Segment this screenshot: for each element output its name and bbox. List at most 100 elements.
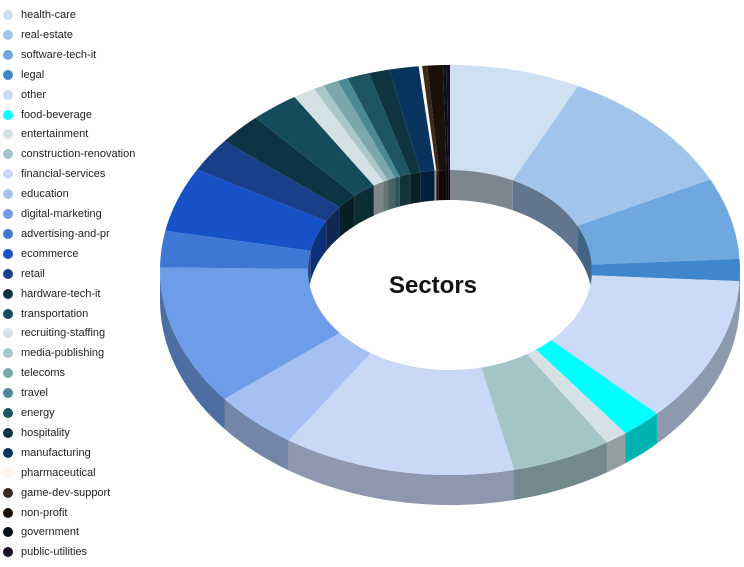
legend-swatch xyxy=(3,328,13,339)
legend-item-financial-services[interactable]: financial-services xyxy=(3,166,105,182)
legend-label: pharmaceutical xyxy=(21,466,96,479)
legend-label: health-care xyxy=(21,9,77,21)
legend-label: hospitality xyxy=(21,426,70,439)
legend-item-manufacturing[interactable]: manufacturing xyxy=(3,445,91,461)
legend-item-hardware-tech-it[interactable]: hardware-tech-it xyxy=(3,286,100,302)
legend-swatch xyxy=(3,288,13,299)
slice-advertising-and-pr[interactable] xyxy=(160,230,311,269)
legend-item-software-tech-it[interactable]: software-tech-it xyxy=(3,47,96,63)
slice-recruiting-staffing[interactable] xyxy=(294,88,384,186)
slice-construction-renovation[interactable] xyxy=(481,354,607,470)
slice-inner-wall-telecoms xyxy=(388,177,396,211)
slice-inner-wall-government xyxy=(446,170,449,201)
legend-swatch xyxy=(3,527,13,538)
slice-media-publishing[interactable] xyxy=(314,85,389,182)
legend-item-hospitality[interactable]: hospitality xyxy=(3,425,70,441)
legend-item-food-beverage[interactable]: food-beverage xyxy=(3,107,92,123)
slice-other[interactable] xyxy=(551,275,740,414)
legend-label: media-publishing xyxy=(21,347,105,360)
legend-swatch xyxy=(3,268,13,279)
slice-telecoms[interactable] xyxy=(323,80,396,181)
legend-label: manufacturing xyxy=(21,446,91,459)
legend-item-legal[interactable]: legal xyxy=(3,67,44,83)
slice-energy[interactable] xyxy=(347,73,411,177)
legend-item-transportation[interactable]: transportation xyxy=(3,306,88,322)
slice-inner-wall-recruiting-staffing xyxy=(373,181,384,216)
legend-item-media-publishing[interactable]: media-publishing xyxy=(3,345,104,361)
slice-outer-wall-financial-services xyxy=(288,440,515,505)
slice-non-profit[interactable] xyxy=(427,65,447,171)
legend-swatch xyxy=(3,487,13,498)
legend-label: recruiting-staffing xyxy=(21,327,106,340)
slice-transportation[interactable] xyxy=(255,96,374,196)
legend-swatch xyxy=(3,169,13,180)
legend-swatch xyxy=(3,228,13,239)
slice-inner-wall-non-profit xyxy=(438,170,447,201)
legend-item-energy[interactable]: energy xyxy=(3,405,55,421)
legend-item-real-estate[interactable]: real-estate xyxy=(3,27,73,43)
slice-digital-marketing[interactable] xyxy=(160,267,340,399)
slice-software-tech-it[interactable] xyxy=(577,179,740,265)
legend-item-game-dev-support[interactable]: game-dev-support xyxy=(3,485,110,501)
legend-swatch xyxy=(3,10,13,20)
slice-outer-wall-other xyxy=(656,281,740,444)
legend-swatch xyxy=(3,507,13,518)
slice-health-care[interactable] xyxy=(450,65,579,181)
legend-label: other xyxy=(21,88,47,101)
legend-swatch xyxy=(3,348,13,359)
legend-item-recruiting-staffing[interactable]: recruiting-staffing xyxy=(3,325,105,341)
slice-real-estate[interactable] xyxy=(512,86,711,226)
slice-inner-wall-health-care xyxy=(450,170,513,211)
slice-inner-wall-media-publishing xyxy=(383,180,389,212)
legend-label: real-estate xyxy=(21,28,73,41)
legend-label: government xyxy=(21,526,80,539)
legend-item-travel[interactable]: travel xyxy=(3,385,48,401)
slice-legal[interactable] xyxy=(591,258,740,282)
legend-item-health-care[interactable]: health-care xyxy=(3,7,76,23)
slice-hardware-tech-it[interactable] xyxy=(224,117,355,208)
slice-manufacturing[interactable] xyxy=(389,66,435,173)
legend-swatch xyxy=(3,69,13,80)
legend-item-other[interactable]: other xyxy=(3,87,46,103)
slice-game-dev-support[interactable] xyxy=(422,65,439,171)
legend-label: energy xyxy=(21,407,55,419)
legend-item-advertising-and-pr[interactable]: advertising-and-pr xyxy=(3,226,110,242)
slice-travel[interactable] xyxy=(337,78,400,178)
slice-hospitality[interactable] xyxy=(369,69,421,174)
slice-ecommerce[interactable] xyxy=(165,169,327,251)
slice-inner-wall-hospitality xyxy=(410,172,421,204)
legend-label: retail xyxy=(21,267,45,280)
slice-food-beverage[interactable] xyxy=(535,340,657,434)
legend-label: advertising-and-pr xyxy=(21,227,110,240)
legend-swatch xyxy=(3,248,13,259)
legend-item-retail[interactable]: retail xyxy=(3,266,45,282)
legend-swatch xyxy=(3,189,13,200)
slice-public-utilities[interactable] xyxy=(446,65,450,171)
legend-label: travel xyxy=(21,387,48,400)
legend-item-telecoms[interactable]: telecoms xyxy=(3,365,65,381)
legend-item-entertainment[interactable]: entertainment xyxy=(3,126,88,142)
slice-financial-services[interactable] xyxy=(288,353,515,475)
legend-item-pharmaceutical[interactable]: pharmaceutical xyxy=(3,465,96,481)
legend-item-education[interactable]: education xyxy=(3,186,69,202)
legend-item-government[interactable]: government xyxy=(3,524,79,540)
slice-inner-wall-ecommerce xyxy=(310,221,327,281)
slice-retail[interactable] xyxy=(197,141,340,222)
legend-swatch xyxy=(3,109,13,120)
slice-outer-wall-food-beverage xyxy=(625,413,657,464)
slice-pharmaceutical[interactable] xyxy=(418,65,437,171)
legend-swatch xyxy=(3,388,13,399)
legend-item-ecommerce[interactable]: ecommerce xyxy=(3,246,78,262)
legend-label: entertainment xyxy=(21,128,89,141)
legend-item-construction-renovation[interactable]: construction-renovation xyxy=(3,146,135,162)
legend-label: non-profit xyxy=(21,506,68,519)
legend-item-digital-marketing[interactable]: digital-marketing xyxy=(3,206,102,222)
slice-education[interactable] xyxy=(224,332,372,441)
slice-entertainment[interactable] xyxy=(526,349,626,443)
slice-government[interactable] xyxy=(443,65,449,171)
legend-item-non-profit[interactable]: non-profit xyxy=(3,505,67,521)
slice-inner-wall-energy xyxy=(399,173,411,207)
legend-swatch xyxy=(3,467,13,478)
slice-inner-wall-real-estate xyxy=(512,180,578,256)
legend-item-public-utilities[interactable]: public-utilities xyxy=(3,544,87,560)
